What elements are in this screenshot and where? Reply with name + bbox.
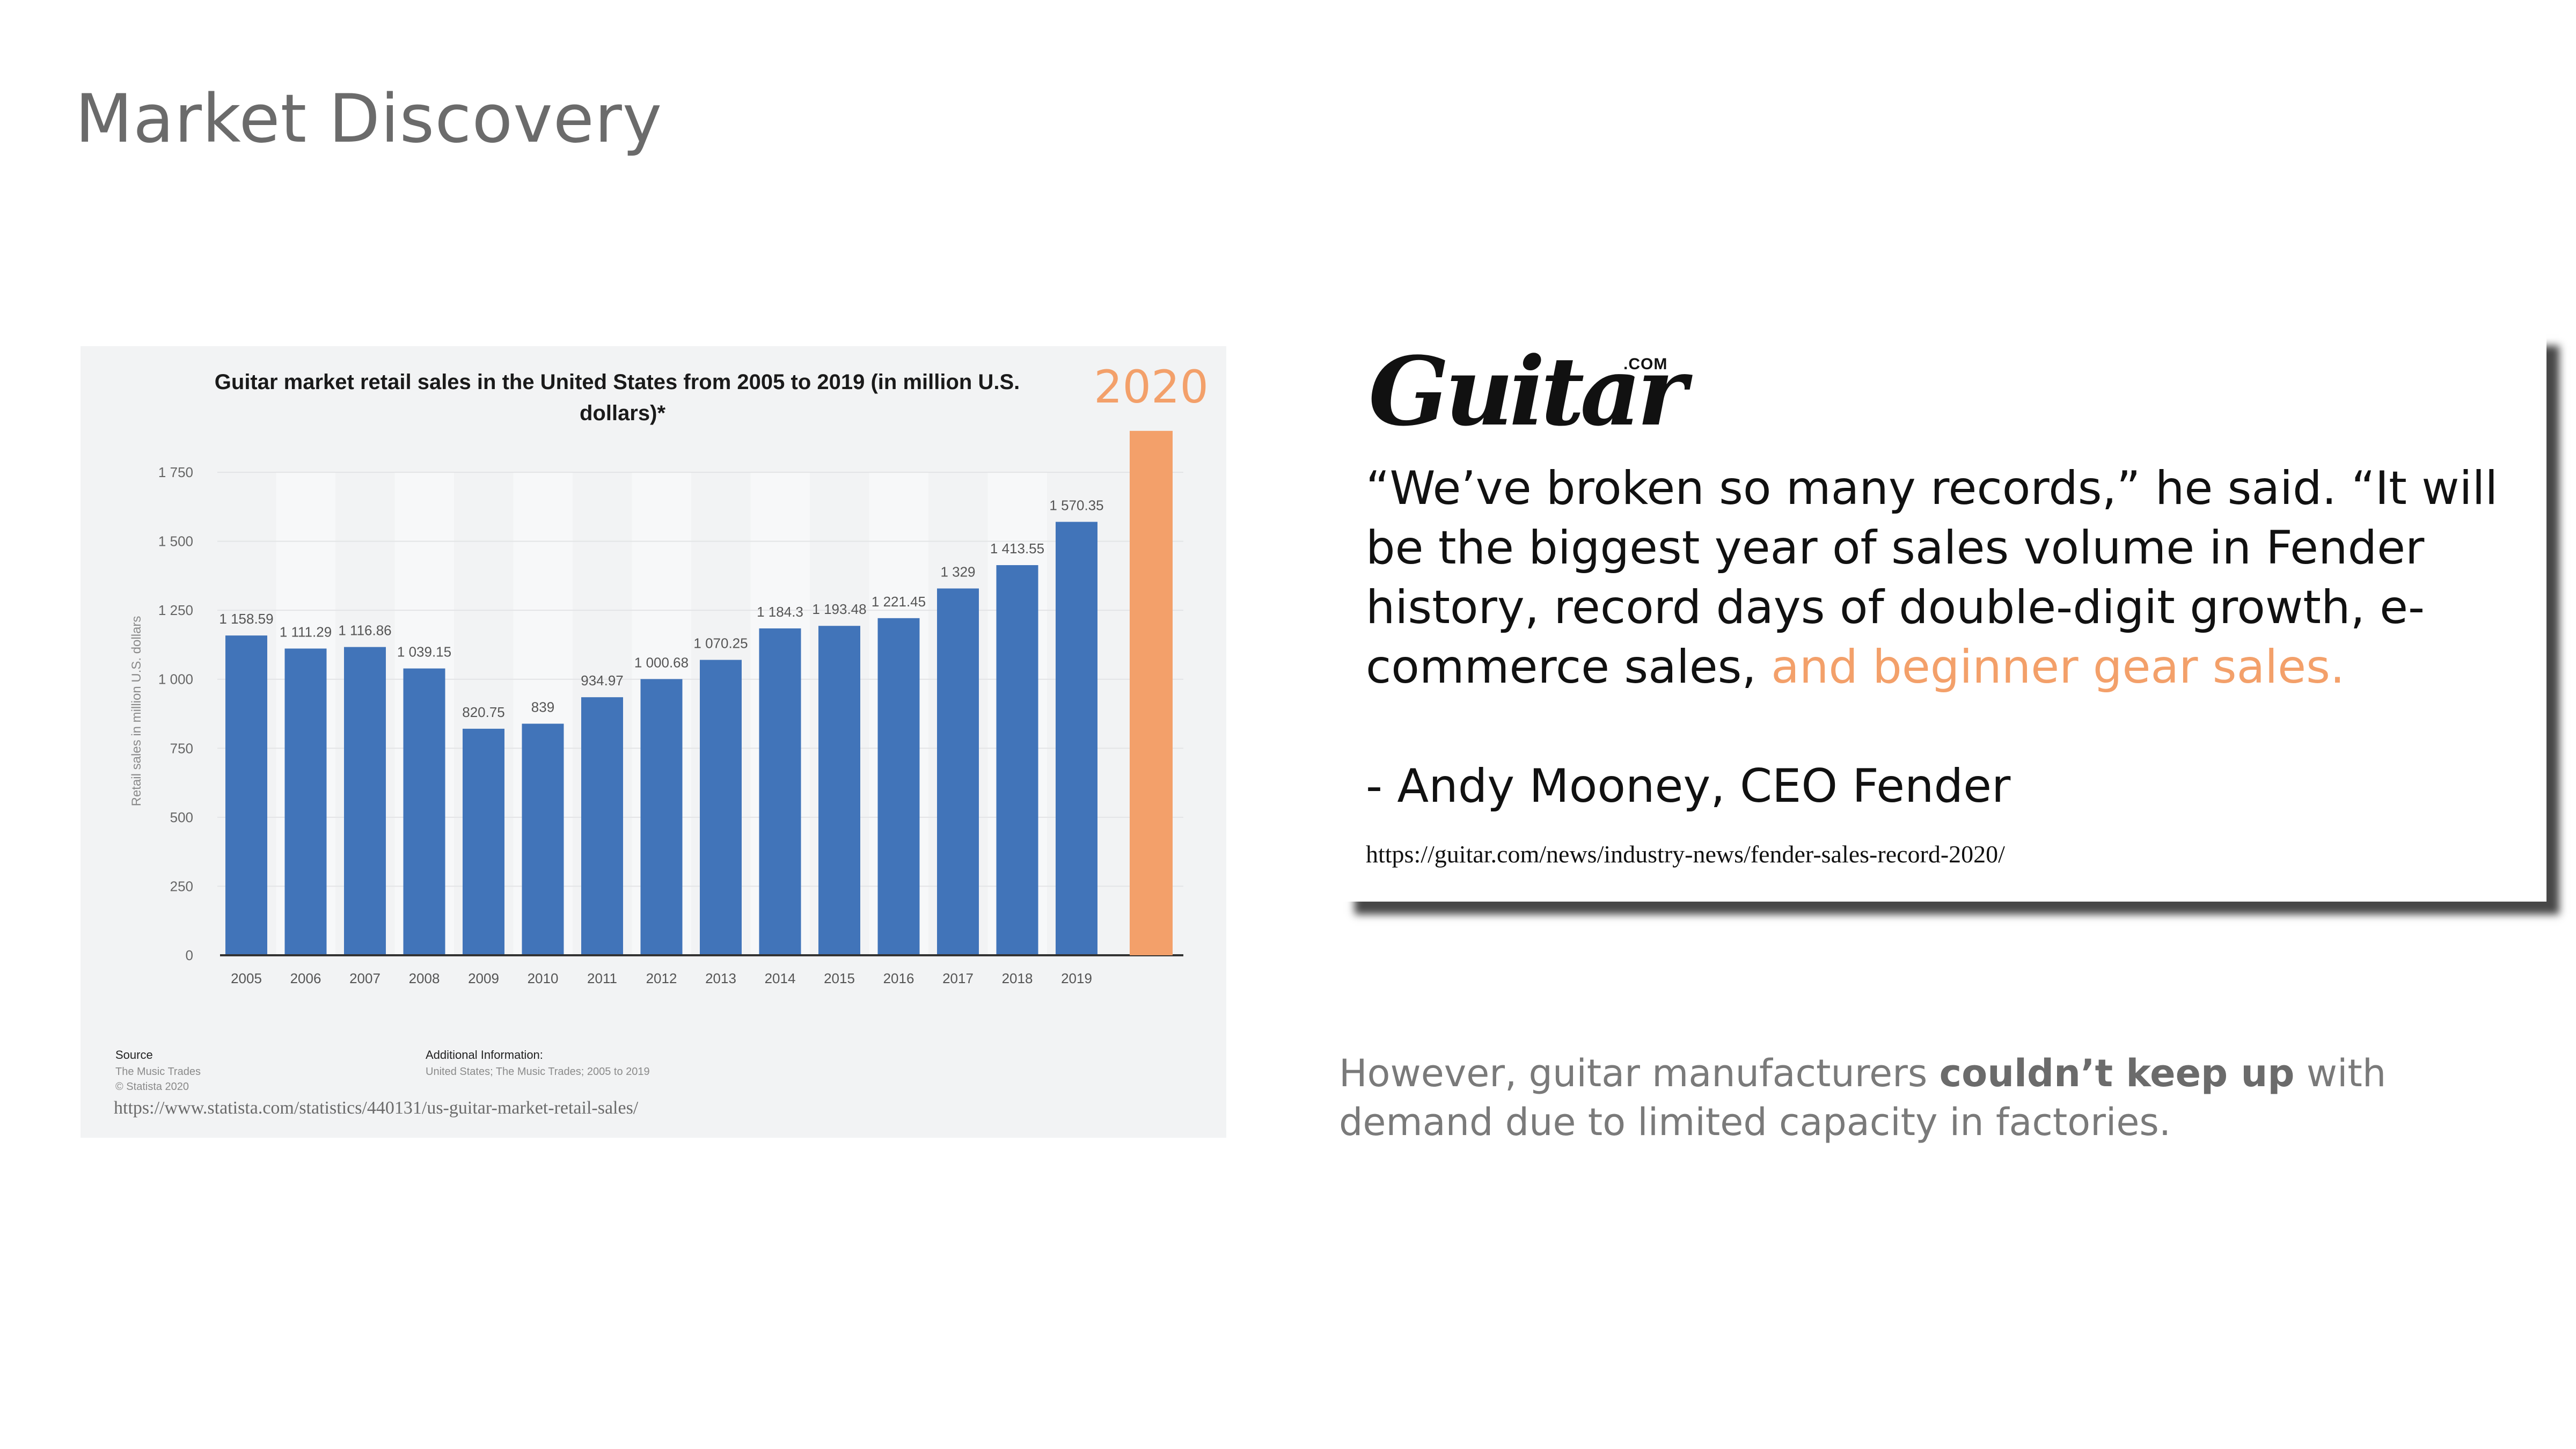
y-tick-label: 500 xyxy=(170,809,193,825)
data-label-2005: 1 158.59 xyxy=(219,611,273,627)
additional-info-heading: Additional Information: xyxy=(426,1048,543,1062)
x-tick-label: 2008 xyxy=(409,970,440,986)
quote-attribution: - Andy Mooney, CEO Fender xyxy=(1366,759,2011,813)
guitar-logo-suffix: .COM xyxy=(1623,355,1668,373)
quote-main: “We’ve broken so many records,” he said.… xyxy=(1366,462,2498,694)
bar-2018 xyxy=(996,565,1038,955)
x-tick-label: 2009 xyxy=(468,970,499,986)
y-tick-label: 1 500 xyxy=(158,533,193,550)
capacity-note: However, guitar manufacturers couldn’t k… xyxy=(1339,1049,2412,1147)
x-tick-label: 2012 xyxy=(646,970,677,986)
data-label-2017: 1 329 xyxy=(940,564,975,580)
x-tick-label: 2011 xyxy=(587,970,617,986)
chart-title-line1: Guitar market retail sales in the United… xyxy=(215,370,1020,394)
data-label-2013: 1 070.25 xyxy=(693,635,748,652)
bar-2013 xyxy=(700,660,742,955)
quote-text: “We’ve broken so many records,” he said.… xyxy=(1366,459,2530,697)
x-tick-label: 2010 xyxy=(528,970,559,986)
x-tick-label: 2017 xyxy=(942,970,974,986)
y-tick-label: 1 750 xyxy=(158,464,193,480)
data-label-2007: 1 116.86 xyxy=(338,623,391,639)
chart-panel: Guitar market retail sales in the United… xyxy=(80,346,1226,1138)
bar-2012 xyxy=(640,679,683,955)
data-label-2010: 839 xyxy=(531,699,554,715)
source-heading: Source xyxy=(115,1048,153,1062)
data-label-2009: 820.75 xyxy=(462,704,505,720)
x-tick-label: 2016 xyxy=(883,970,914,986)
additional-info-line: United States; The Music Trades; 2005 to… xyxy=(426,1066,650,1078)
slide-title: Market Discovery xyxy=(75,80,663,158)
extra-bar-2020 xyxy=(1130,430,1173,955)
x-tick-label: 2005 xyxy=(231,970,262,986)
source-line-2: © Statista 2020 xyxy=(115,1081,189,1093)
note-bold: couldn’t keep up xyxy=(1939,1051,2295,1095)
y-tick-label: 750 xyxy=(170,740,193,756)
x-tick-label: 2006 xyxy=(290,970,321,986)
bar-2019 xyxy=(1056,522,1097,955)
data-label-2011: 934.97 xyxy=(581,672,624,689)
data-label-2018: 1 413.55 xyxy=(990,540,1044,557)
guitar-logo: Guitar xyxy=(1368,336,1687,447)
bar-2017 xyxy=(937,588,979,955)
data-label-2016: 1 221.45 xyxy=(872,594,926,610)
x-tick-label: 2019 xyxy=(1061,970,1092,986)
bar-2016 xyxy=(877,618,920,955)
chart-url[interactable]: https://www.statista.com/statistics/4401… xyxy=(114,1098,639,1118)
y-axis-label: Retail sales in million U.S. dollars xyxy=(129,616,144,807)
y-tick-label: 1 250 xyxy=(158,602,193,618)
source-line-1: The Music Trades xyxy=(115,1066,201,1078)
bar-2011 xyxy=(581,697,623,955)
y-tick-label: 250 xyxy=(170,878,193,894)
x-tick-label: 2014 xyxy=(765,970,796,986)
bar-2008 xyxy=(403,668,445,955)
x-tick-label: 2015 xyxy=(824,970,855,986)
x-tick-label: 2018 xyxy=(1002,970,1033,986)
bar-2009 xyxy=(463,728,504,955)
data-label-2008: 1 039.15 xyxy=(397,644,451,660)
x-tick-label: 2007 xyxy=(349,970,380,986)
quote-accent: and beginner gear sales. xyxy=(1771,640,2345,694)
bar-2014 xyxy=(759,628,801,955)
bar-2005 xyxy=(225,635,267,955)
bar-2006 xyxy=(284,648,327,955)
data-label-2012: 1 000.68 xyxy=(634,654,689,670)
y-tick-label: 0 xyxy=(186,947,193,963)
y-tick-label: 1 000 xyxy=(158,671,193,687)
data-label-2014: 1 184.3 xyxy=(757,604,803,620)
data-label-2006: 1 111.29 xyxy=(280,624,332,640)
bar-chart: Guitar market retail sales in the United… xyxy=(114,361,1209,1118)
bar-2015 xyxy=(818,626,860,955)
extra-bar-label: 2020 xyxy=(1094,361,1209,413)
bar-2010 xyxy=(522,723,564,955)
bar-2007 xyxy=(344,647,386,955)
note-before: However, guitar manufacturers xyxy=(1339,1051,1940,1095)
x-tick-label: 2013 xyxy=(705,970,736,986)
data-label-2015: 1 193.48 xyxy=(812,601,866,617)
note-after: with demand due to limited capacity in f… xyxy=(1339,1051,2387,1144)
quote-card: Guitar .COM “We’ve broken so many record… xyxy=(1342,333,2546,902)
quote-source-url[interactable]: https://guitar.com/news/industry-news/fe… xyxy=(1366,840,2005,868)
data-label-2019: 1 570.35 xyxy=(1049,497,1103,513)
chart-title-line2: dollars)* xyxy=(580,401,665,425)
